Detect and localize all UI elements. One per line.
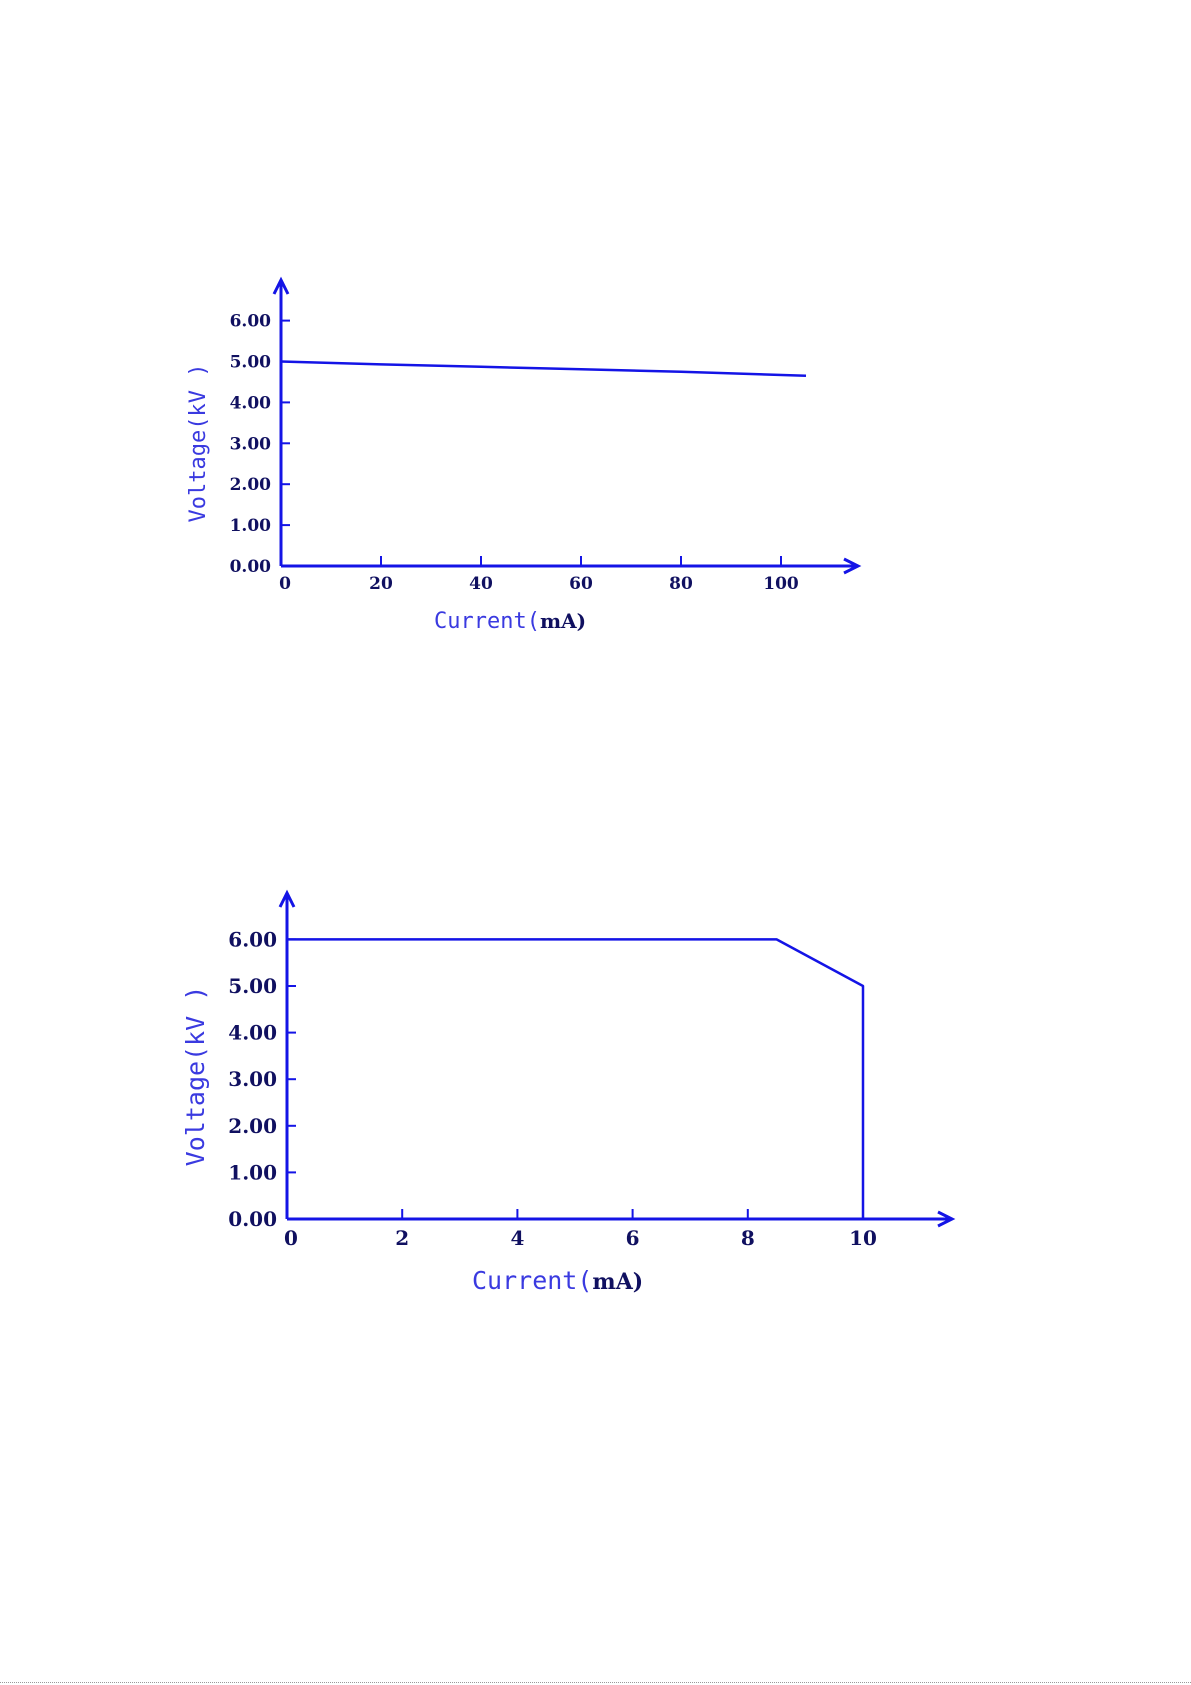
- x-axis-label: Current(mA): [472, 1266, 643, 1295]
- x-axis-label-name: Current(: [472, 1266, 592, 1295]
- y-axis-label: Voltage(kV ): [181, 986, 210, 1167]
- x-tick-label: 80: [669, 574, 693, 594]
- y-tick-label: 4.00: [230, 393, 272, 413]
- y-tick-label: 3.00: [228, 1067, 277, 1091]
- x-axis-label-unit: mA): [592, 1269, 643, 1295]
- y-tick-label: 4.00: [228, 1021, 277, 1045]
- chart-1: 0.00 1.00 2.00 3.00 4.00 5.00 6.00 0 20 40 60 80 100…: [186, 276, 862, 634]
- y-tick-label: 5.00: [228, 974, 277, 998]
- y-axis-arrow-icon: [272, 276, 290, 295]
- x-tick-label: 2: [395, 1226, 409, 1250]
- y-tick-label: 1.00: [228, 1160, 277, 1184]
- series-line: [287, 938, 865, 1219]
- y-axis-label: Voltage(kV ): [186, 364, 211, 523]
- y-tick-label: 6.00: [230, 312, 272, 332]
- series-line: [280, 360, 807, 378]
- y-tick-label: 2.00: [230, 475, 272, 495]
- y-axis-label-unit: kV ): [181, 986, 210, 1046]
- y-axis-arrow-icon: [278, 889, 296, 908]
- y-tick-label: 0.00: [230, 557, 272, 577]
- x-tick-label: 0: [284, 1226, 298, 1250]
- y-tick-label: 0.00: [228, 1207, 277, 1231]
- x-tick-label: 60: [569, 574, 593, 594]
- chart-2: 0.00 1.00 2.00 3.00 4.00 5.00 6.00 0 2 4 6 8 10 Volta…: [181, 889, 956, 1295]
- x-axis-label-name: Current(: [434, 609, 540, 634]
- y-axis-label-name: Voltage(: [181, 1046, 210, 1166]
- y-axis-label-unit: kV ): [186, 364, 211, 417]
- y-axis-label-name: Voltage(: [186, 417, 211, 523]
- page-bottom-divider: [0, 1682, 1191, 1683]
- x-tick-label: 40: [469, 574, 493, 594]
- x-axis-label-unit: mA): [540, 609, 586, 633]
- x-axis-arrow-icon: [843, 557, 862, 575]
- x-tick-label: 100: [763, 574, 799, 594]
- x-tick-label: 10: [849, 1226, 877, 1250]
- x-axis-label: Current(mA): [434, 609, 586, 634]
- x-tick-label: 20: [369, 574, 393, 594]
- y-tick-label: 6.00: [228, 927, 277, 951]
- x-tick-label: 8: [741, 1226, 755, 1250]
- x-tick-label: 0: [279, 574, 291, 594]
- y-tick-label: 2.00: [228, 1114, 277, 1138]
- y-tick-label: 5.00: [230, 352, 272, 372]
- y-tick-label: 3.00: [230, 434, 272, 454]
- y-tick-label: 1.00: [230, 516, 272, 536]
- x-tick-label: 6: [626, 1226, 640, 1250]
- x-axis-arrow-icon: [937, 1210, 956, 1228]
- x-tick-label: 4: [510, 1226, 524, 1250]
